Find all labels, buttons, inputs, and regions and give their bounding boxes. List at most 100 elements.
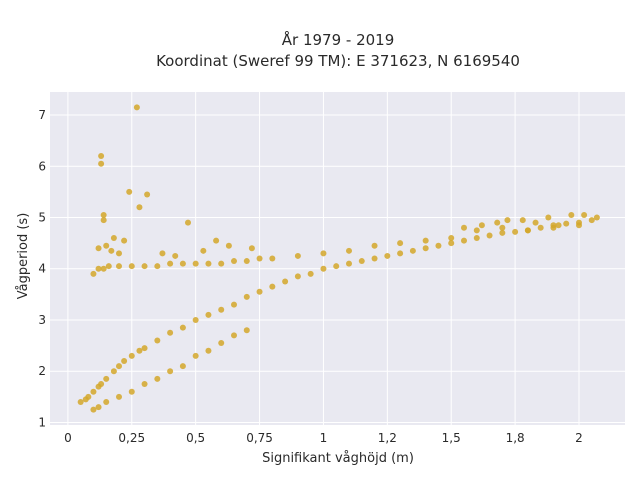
x-axis-ticks: 0 0,25 0,5 0,75 1 1,2 1,5 1,8 2 — [64, 431, 583, 445]
scatter-point — [422, 237, 429, 244]
scatter-point — [555, 222, 562, 229]
scatter-point — [136, 204, 143, 211]
scatter-point — [179, 363, 186, 370]
scatter-point — [294, 252, 301, 259]
scatter-point — [110, 235, 117, 242]
scatter-point — [90, 406, 97, 413]
scatter-point — [504, 217, 511, 224]
scatter-point — [478, 222, 485, 229]
scatter-point — [98, 381, 105, 388]
scatter-point — [167, 368, 174, 375]
scatter-point — [231, 332, 237, 339]
scatter-point — [550, 224, 557, 231]
scatter-point — [100, 211, 107, 218]
scatter-point — [282, 278, 289, 285]
scatter-point — [320, 250, 327, 257]
scatter-point — [98, 153, 105, 160]
scatter-point — [128, 388, 135, 395]
scatter-point — [205, 347, 212, 354]
scatter-point — [218, 260, 225, 267]
scatter-point — [116, 393, 122, 400]
scatter-point — [108, 247, 115, 254]
scatter-point — [532, 219, 539, 226]
scatter-point — [95, 265, 102, 272]
scatter-point — [269, 283, 276, 290]
scatter-point — [218, 340, 225, 347]
scatter-point — [185, 219, 191, 226]
plot-area — [50, 92, 625, 425]
scatter-point — [231, 258, 237, 265]
scatter-point — [133, 104, 140, 111]
scatter-point — [269, 255, 276, 262]
scatter-point — [499, 224, 506, 231]
scatter-point — [100, 217, 107, 224]
scatter-point — [243, 327, 250, 334]
scatter-point — [397, 250, 404, 257]
scatter-point — [409, 247, 416, 254]
scatter-point — [588, 217, 595, 224]
scatter-point — [243, 258, 250, 265]
scatter-point — [545, 214, 552, 221]
scatter-point — [90, 270, 97, 277]
y-tick-label: 7 — [38, 108, 46, 122]
scatter-point — [116, 250, 122, 257]
scatter-point — [121, 237, 128, 244]
scatter-point — [95, 245, 102, 252]
scatter-point — [371, 255, 378, 262]
x-tick-label: 0,75 — [246, 431, 273, 445]
scatter-point — [105, 263, 112, 270]
scatter-point — [141, 345, 148, 352]
scatter-point — [110, 368, 117, 375]
data-points — [77, 104, 600, 413]
scatter-point — [159, 250, 166, 257]
scatter-point — [154, 263, 161, 270]
y-tick-label: 1 — [38, 415, 46, 429]
scatter-point — [461, 224, 467, 231]
x-tick-label: 0 — [64, 431, 72, 445]
scatter-point — [128, 352, 135, 359]
y-tick-label: 6 — [38, 159, 46, 173]
x-tick-label: 1,5 — [442, 431, 461, 445]
scatter-point — [103, 398, 110, 405]
scatter-point — [499, 229, 506, 236]
scatter-point — [473, 235, 480, 242]
scatter-point — [167, 329, 174, 336]
scatter-point — [397, 240, 404, 247]
scatter-point — [320, 265, 327, 272]
scatter-point — [593, 214, 600, 221]
x-tick-label: 0,25 — [118, 431, 145, 445]
scatter-point — [581, 211, 588, 218]
scatter-point — [172, 252, 179, 259]
scatter-point — [435, 242, 442, 249]
scatter-point — [294, 273, 301, 280]
scatter-point — [358, 258, 365, 265]
scatter-point — [116, 263, 122, 270]
scatter-point — [136, 347, 143, 354]
x-tick-label: 1 — [320, 431, 328, 445]
scatter-point — [141, 263, 148, 270]
scatter-point — [384, 252, 391, 259]
scatter-point — [85, 393, 92, 400]
scatter-point — [248, 245, 255, 252]
scatter-point — [179, 324, 186, 331]
scatter-point — [90, 388, 97, 395]
scatter-point — [448, 235, 455, 242]
scatter-point — [77, 398, 84, 405]
scatter-point — [200, 247, 207, 254]
scatter-point — [192, 352, 199, 359]
scatter-point — [448, 240, 455, 247]
scatter-point — [154, 337, 161, 344]
scatter-point — [537, 224, 544, 231]
scatter-point — [100, 265, 107, 272]
scatter-point — [192, 260, 199, 267]
scatter-point — [128, 263, 135, 270]
scatter-point — [473, 227, 480, 234]
scatter-point — [307, 270, 314, 277]
x-tick-label: 0,5 — [186, 431, 205, 445]
x-axis-label: Signifikant våghöjd (m) — [262, 451, 414, 466]
scatter-point — [486, 232, 493, 239]
scatter-point — [563, 220, 570, 227]
scatter-point — [103, 375, 110, 382]
y-axis-label: Vågperiod (s) — [16, 213, 31, 300]
